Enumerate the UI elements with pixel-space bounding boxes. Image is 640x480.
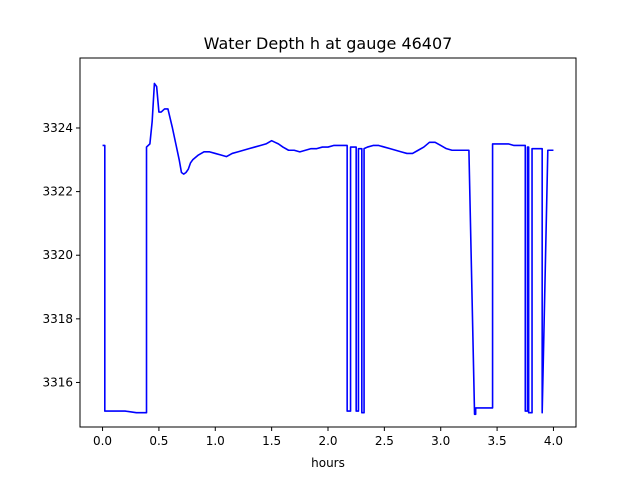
x-tick-label: 2.5 xyxy=(375,434,394,448)
chart-title: Water Depth h at gauge 46407 xyxy=(204,34,453,53)
x-tick-label: 1.0 xyxy=(206,434,225,448)
x-tick-label: 1.5 xyxy=(262,434,281,448)
series-layer xyxy=(102,82,554,416)
x-tick-label: 3.5 xyxy=(488,434,507,448)
x-tick-label: 2.0 xyxy=(318,434,337,448)
x-tick-label: 3.0 xyxy=(431,434,450,448)
x-tick-label: 0.5 xyxy=(149,434,168,448)
x-tick-label: 0.0 xyxy=(93,434,112,448)
series-line-0 xyxy=(102,82,554,416)
x-axis: 0.0 0.5 1.0 1.5 2.0 2.5 3.0 3.5 4.0 xyxy=(93,427,563,448)
y-tick-label: 3318 xyxy=(42,312,73,326)
y-tick-label: 3320 xyxy=(42,248,73,262)
x-tick-label: 4.0 xyxy=(544,434,563,448)
y-tick-label: 3324 xyxy=(42,121,73,135)
y-axis: 3316 3318 3320 3322 3324 xyxy=(42,121,80,389)
x-axis-label: hours xyxy=(311,456,345,470)
y-tick-label: 3322 xyxy=(42,185,73,199)
y-tick-label: 3316 xyxy=(42,375,73,389)
